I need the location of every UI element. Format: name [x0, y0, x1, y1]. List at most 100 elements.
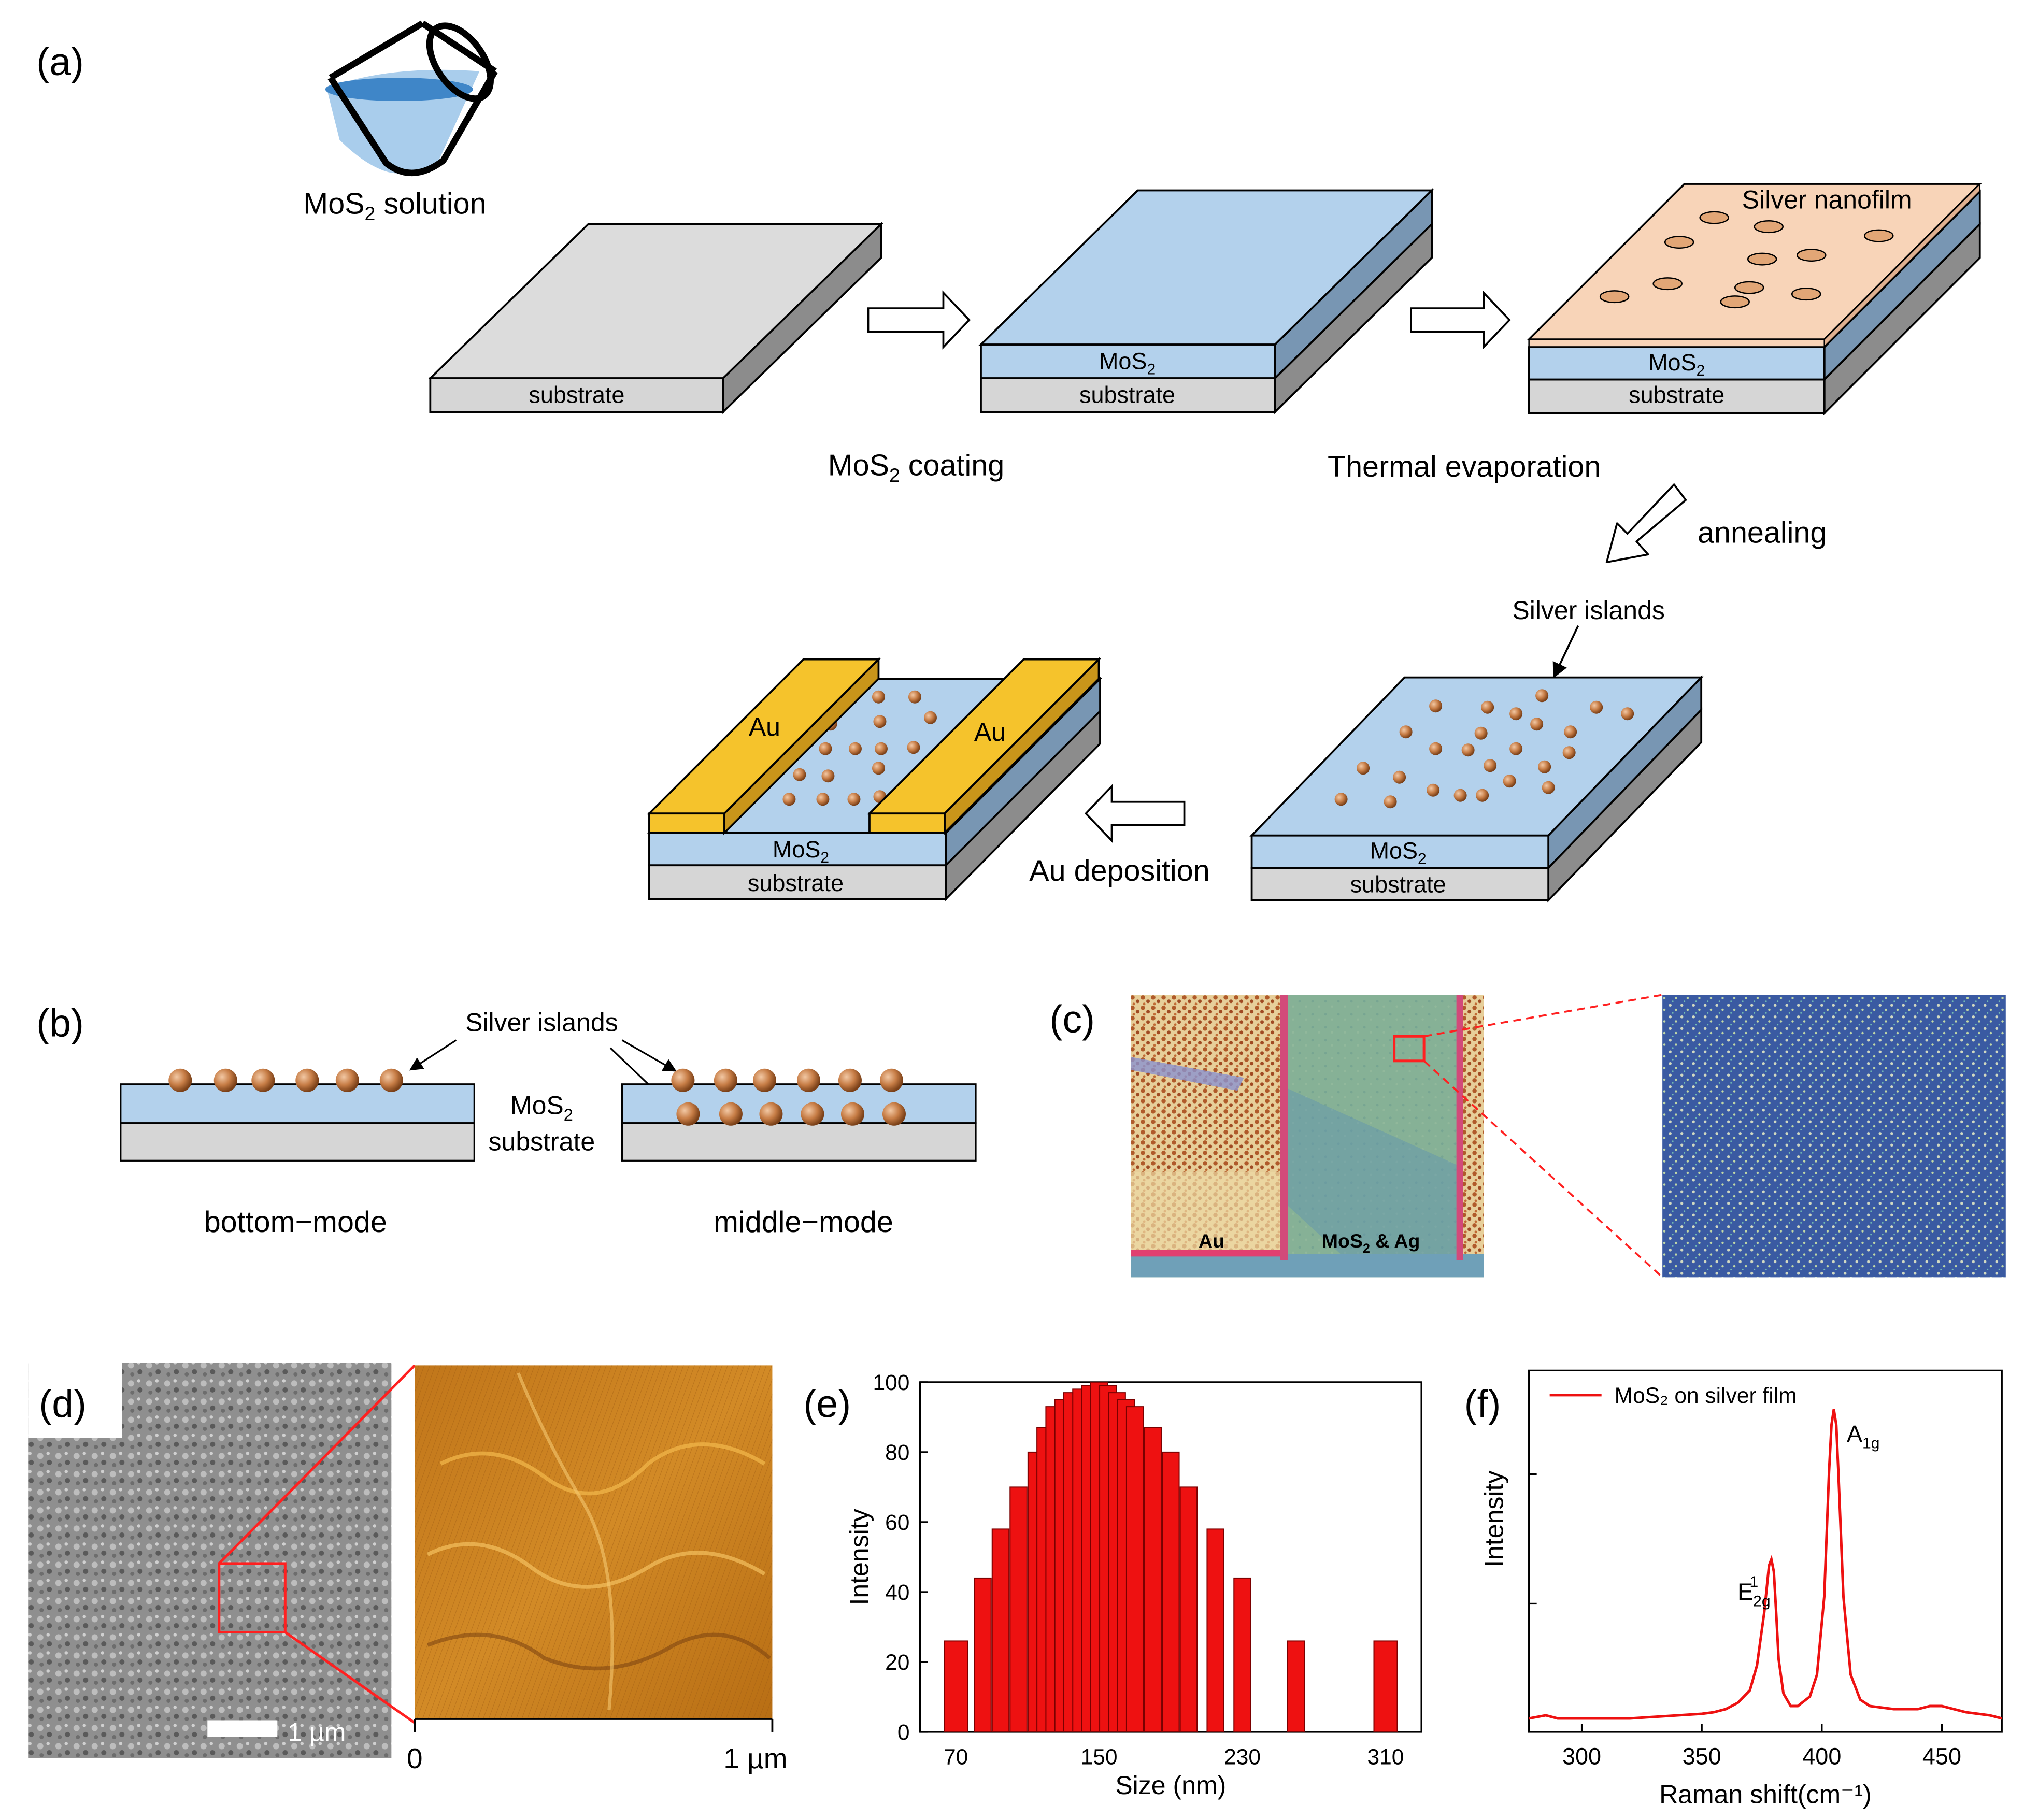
- series-line: [1529, 1409, 2002, 1720]
- arrow-left-icon: [1084, 784, 1186, 843]
- substrate-label: substrate: [489, 1127, 595, 1156]
- panel-a-label: (a): [36, 40, 84, 83]
- legend-label: MoS₂ on silver film: [1615, 1384, 1797, 1408]
- y-tick-label: 100: [873, 1371, 910, 1395]
- silver-dots: [1599, 211, 1894, 309]
- panel-c: (c) Au MoS2 & Ag: [1050, 994, 2006, 1278]
- substrate-label: substrate: [1629, 382, 1724, 408]
- panel-e-label: (e): [803, 1382, 851, 1425]
- y-tick-label: 0: [897, 1721, 910, 1745]
- pointer-arrow: [621, 1039, 677, 1072]
- middle-mode-diagram: [621, 1068, 977, 1162]
- au-label: Au: [749, 712, 780, 741]
- middle-mode-label: middle−mode: [714, 1206, 893, 1239]
- bar: [1373, 1640, 1398, 1732]
- au-electrode-right: Au: [867, 657, 1102, 836]
- y-tick-label: 20: [885, 1651, 909, 1675]
- slab-device: Au Au MoS2 substrate: [647, 657, 1103, 901]
- afm-axis-end: 1 µm: [723, 1742, 787, 1774]
- raman-spectrum-chart: 300 350 400 450 MoS₂ on silver film E2g1 A1g Ra…: [1480, 1369, 2003, 1809]
- bar: [974, 1577, 992, 1732]
- zoom-line: [1423, 1060, 1663, 1278]
- bar: [1162, 1451, 1180, 1732]
- panel-f: (f) 300 350 400 450 MoS₂ on silver film E2g1 A…: [1464, 1369, 2003, 1809]
- panel-a: (a) MoS2 solution substrate: [36, 20, 1983, 903]
- y-tick-label: 40: [885, 1581, 909, 1605]
- chart-frame: [1528, 1369, 2003, 1733]
- coating-label: MoS2 coating: [828, 449, 1004, 486]
- bar: [944, 1640, 968, 1732]
- solution-label: MoS2 solution: [303, 188, 486, 225]
- x-tick-label: 400: [1802, 1743, 1841, 1769]
- silver-nanofilm-label: Silver nanofilm: [1742, 185, 1912, 214]
- panel-c-label: (c): [1050, 997, 1095, 1041]
- x-tick-label: 310: [1367, 1745, 1404, 1769]
- zoom-line: [1423, 994, 1663, 1038]
- afm-image: [415, 1365, 773, 1719]
- x-tick-label: 230: [1224, 1745, 1261, 1769]
- x-tick-label: 350: [1683, 1743, 1721, 1769]
- zoom-line: [218, 1364, 416, 1565]
- silver-island-balls: [1334, 689, 1634, 809]
- silver-islands-label: Silver islands: [1512, 596, 1665, 625]
- x-axis-label: Size (nm): [1115, 1771, 1226, 1800]
- mos2-label: MoS2: [1648, 349, 1705, 379]
- panel-b: (b) Silver islands MoS2 substrat: [36, 1001, 977, 1239]
- bar: [1125, 1406, 1144, 1732]
- peak-label: E2g1: [1737, 1573, 1770, 1610]
- substrate-label: substrate: [1079, 382, 1175, 408]
- x-tick-label: 70: [944, 1745, 968, 1769]
- panel-d: (d) 1 µm 0 1 µm: [28, 1363, 788, 1774]
- mos2-label: MoS2: [1370, 838, 1426, 868]
- y-axis-label: Intensity: [845, 1509, 874, 1605]
- x-axis-label: Raman shift(cm⁻¹): [1659, 1780, 1872, 1809]
- beaker-icon: [325, 20, 498, 177]
- scale-bar-label: 1 µm: [288, 1717, 346, 1746]
- arrow-right-icon: [1410, 290, 1511, 350]
- y-axis-label: Intensity: [1480, 1471, 1509, 1567]
- au-electrode-left: Au: [647, 657, 881, 836]
- device-silver-balls: [782, 690, 937, 806]
- pointer-arrow: [409, 1039, 457, 1071]
- x-tick-label: 150: [1081, 1745, 1118, 1769]
- slab-silver-nanofilm: Silver nanofilm MoS2 substrate: [1527, 182, 1983, 416]
- annealing-label: annealing: [1698, 517, 1827, 550]
- substrate-label: substrate: [529, 382, 624, 408]
- y-tick-label: 80: [885, 1441, 909, 1465]
- mos2-label: MoS2: [773, 836, 829, 866]
- panel-f-label: (f): [1464, 1382, 1501, 1425]
- bar: [991, 1528, 1010, 1732]
- zoom-box: [218, 1562, 287, 1633]
- arrow-right-icon: [867, 290, 971, 350]
- mos2-label: MoS2: [1099, 348, 1156, 378]
- slab-substrate: substrate: [427, 222, 884, 414]
- mos2-ag-label: MoS2 & Ag: [1322, 1230, 1420, 1256]
- bar: [1287, 1640, 1305, 1732]
- pointer-arrow: [1552, 625, 1579, 679]
- bar: [1009, 1486, 1028, 1732]
- slab-mos2: MoS2 substrate: [978, 188, 1434, 414]
- afm-axis-start: 0: [407, 1742, 423, 1774]
- evaporation-label: Thermal evaporation: [1328, 450, 1601, 483]
- y-tick-label: 60: [885, 1511, 909, 1535]
- substrate-label: substrate: [1350, 871, 1446, 898]
- au-label: Au: [974, 718, 1006, 747]
- optical-micrograph: Au MoS2 & Ag: [1131, 995, 1484, 1278]
- bar: [1233, 1577, 1251, 1732]
- panel-e: (e) 0 20 40 60 80 100 70 150 230 310 Size (nm) Inte…: [803, 1371, 1422, 1800]
- zoomed-tint: [1662, 995, 2006, 1278]
- x-tick-label: 300: [1562, 1743, 1601, 1769]
- au-label: Au: [1199, 1230, 1224, 1252]
- silver-islands-label: Silver islands: [465, 1008, 618, 1037]
- bottom-mode-label: bottom−mode: [204, 1206, 387, 1239]
- mos2-label: MoS2: [510, 1091, 573, 1124]
- peak-label: A1g: [1847, 1421, 1879, 1452]
- scale-bar: [207, 1720, 278, 1737]
- size-distribution-chart: 0 20 40 60 80 100 70 150 230 310 Size (nm) Intensit…: [845, 1371, 1422, 1800]
- bar: [1179, 1486, 1198, 1732]
- bottom-mode-diagram: [120, 1068, 475, 1162]
- substrate-label: substrate: [748, 870, 844, 896]
- arrow-down-left-icon: [1605, 483, 1687, 564]
- slab-silver-islands: MoS2 substrate: [1249, 675, 1704, 903]
